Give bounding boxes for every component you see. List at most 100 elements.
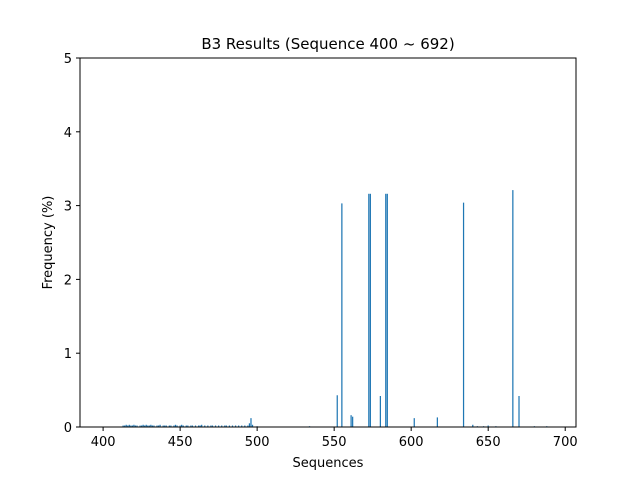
bar bbox=[386, 193, 388, 427]
bar bbox=[413, 418, 415, 427]
bar bbox=[130, 425, 132, 427]
bar bbox=[436, 417, 438, 427]
bar bbox=[187, 425, 189, 427]
bar bbox=[204, 425, 206, 427]
bar bbox=[145, 424, 147, 427]
bar bbox=[125, 424, 127, 427]
bar bbox=[207, 425, 209, 427]
y-ticks-group: 0 1 2 3 4 5 bbox=[64, 52, 80, 436]
bar bbox=[251, 424, 254, 427]
bar bbox=[141, 425, 143, 427]
bar bbox=[247, 425, 249, 427]
bar bbox=[148, 425, 150, 427]
x-ticks-group: 400 450 500 550 600 650 700 bbox=[91, 427, 578, 450]
bar bbox=[369, 193, 371, 427]
bar bbox=[231, 425, 234, 427]
x-tick-label: 600 bbox=[399, 435, 424, 450]
bar bbox=[156, 425, 158, 427]
y-tick-label: 2 bbox=[64, 273, 72, 288]
bar bbox=[144, 425, 146, 427]
bar bbox=[224, 425, 226, 427]
bar bbox=[462, 202, 465, 427]
bar bbox=[210, 425, 212, 427]
bar bbox=[228, 425, 231, 427]
bar bbox=[250, 418, 252, 427]
y-tick-label: 5 bbox=[64, 52, 72, 67]
bar bbox=[341, 203, 343, 427]
bar bbox=[131, 425, 133, 427]
x-tick-label: 450 bbox=[168, 435, 193, 450]
y-tick-label: 1 bbox=[64, 347, 72, 362]
bar bbox=[139, 425, 141, 427]
bar bbox=[197, 425, 200, 427]
bar bbox=[122, 425, 124, 427]
bar bbox=[221, 425, 223, 427]
plot-frame bbox=[79, 57, 577, 428]
bar bbox=[368, 193, 370, 427]
bar bbox=[211, 425, 214, 427]
bar bbox=[164, 425, 166, 427]
bar bbox=[512, 190, 514, 427]
bar bbox=[379, 396, 381, 427]
bar bbox=[214, 425, 217, 427]
bar bbox=[134, 425, 137, 427]
bar bbox=[150, 424, 152, 427]
bar bbox=[350, 415, 352, 427]
bar bbox=[128, 424, 130, 427]
bar bbox=[162, 425, 164, 427]
x-tick-label: 650 bbox=[476, 435, 501, 450]
bar bbox=[153, 425, 155, 427]
bar bbox=[173, 425, 175, 427]
y-tick-label: 4 bbox=[64, 126, 72, 141]
x-tick-label: 550 bbox=[322, 435, 347, 450]
bar bbox=[201, 424, 203, 427]
bar bbox=[352, 416, 354, 427]
bar bbox=[218, 425, 220, 427]
bar bbox=[199, 425, 201, 427]
bar bbox=[127, 425, 129, 427]
bar bbox=[518, 396, 520, 427]
y-tick-label: 3 bbox=[64, 200, 72, 215]
bar bbox=[225, 425, 227, 427]
bars-group bbox=[122, 190, 548, 427]
bar bbox=[336, 395, 338, 427]
bar bbox=[244, 425, 246, 427]
bar bbox=[238, 425, 240, 427]
bar bbox=[170, 425, 172, 427]
x-axis-label: Sequences bbox=[293, 456, 364, 471]
chart-title: B3 Results (Sequence 400 ~ 692) bbox=[201, 35, 454, 53]
bar bbox=[133, 424, 135, 427]
bar bbox=[234, 425, 237, 427]
bar bbox=[248, 423, 251, 427]
bar bbox=[151, 425, 154, 427]
x-tick-label: 400 bbox=[91, 435, 116, 450]
bar bbox=[174, 424, 177, 427]
bar bbox=[159, 424, 161, 427]
x-tick-label: 500 bbox=[245, 435, 270, 450]
bar bbox=[182, 425, 184, 427]
y-tick-label: 0 bbox=[64, 421, 72, 436]
bar bbox=[191, 425, 194, 427]
bar bbox=[142, 424, 144, 427]
bar bbox=[190, 425, 192, 427]
bar bbox=[194, 425, 197, 427]
bar bbox=[157, 425, 160, 427]
bar bbox=[385, 193, 387, 427]
bar bbox=[472, 424, 474, 427]
bar bbox=[136, 425, 138, 427]
bar bbox=[181, 424, 183, 427]
bar bbox=[165, 425, 167, 427]
bar bbox=[185, 425, 187, 427]
bar bbox=[487, 425, 489, 427]
bar bbox=[241, 425, 243, 427]
bar bbox=[168, 425, 170, 427]
x-tick-label: 700 bbox=[553, 435, 578, 450]
bar bbox=[124, 425, 126, 427]
bar bbox=[176, 425, 178, 427]
y-axis-label: Frequency (%) bbox=[41, 196, 56, 290]
bar bbox=[179, 425, 181, 427]
bar bbox=[147, 425, 149, 427]
